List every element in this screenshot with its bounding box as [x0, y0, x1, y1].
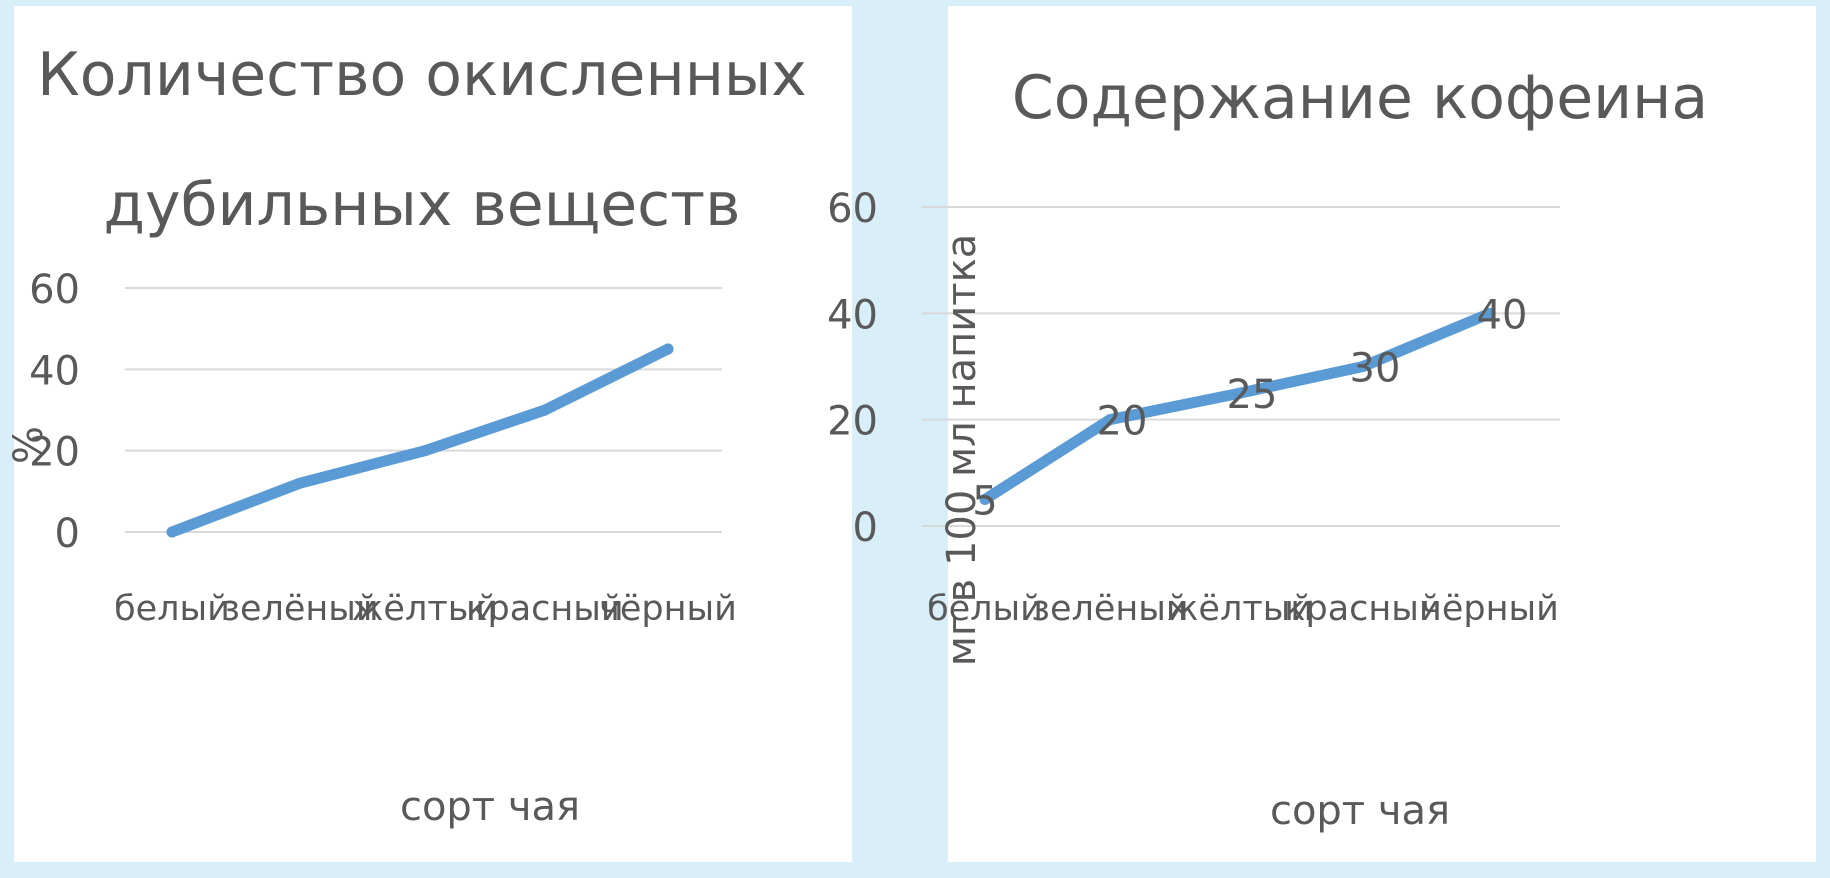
y-tick-label: 40	[827, 292, 878, 338]
y-tick-labels: 0 20 40 60	[29, 267, 80, 557]
y-tick-label: 0	[853, 505, 878, 551]
data-point	[166, 526, 178, 538]
data-point	[539, 404, 551, 416]
x-tick-label: чёрный	[1421, 589, 1559, 629]
data-point	[979, 493, 991, 505]
chart-caffeine-content: Содержание кофеина 0 20 40 60 белыйзелёныйж…	[827, 6, 1816, 862]
data-point	[1104, 414, 1116, 426]
y-axis-label: мг в 100 мл напитка	[939, 234, 985, 667]
x-tick-label: зелёный	[221, 589, 378, 629]
data-label: 30	[1350, 346, 1401, 392]
x-tick-label: зелёный	[1031, 589, 1188, 629]
data-label: 40	[1477, 292, 1528, 338]
data-label: 20	[1097, 399, 1148, 445]
y-tick-label: 20	[827, 399, 878, 445]
series-line	[166, 343, 674, 538]
data-point	[662, 343, 674, 355]
data-label: 5	[972, 478, 997, 524]
x-tick-label: жёлтый	[1167, 589, 1313, 629]
y-tick-label: 60	[29, 267, 80, 313]
data-point	[1484, 307, 1496, 319]
x-tick-label: белый	[927, 589, 1043, 629]
y-tick-label: 0	[55, 511, 80, 557]
chart-title: Количество окисленных дубильных веществ	[37, 40, 807, 240]
data-point	[294, 477, 306, 489]
y-tick-label: 20	[29, 430, 80, 476]
x-tick-label: жёлтый	[352, 589, 498, 629]
y-tick-labels: 0 20 40 60	[827, 186, 878, 551]
data-labels: 5 20 25 30 40	[972, 292, 1527, 524]
data-point	[1234, 387, 1246, 399]
grid-lines	[922, 206, 1560, 527]
x-axis-label: сорт чая	[1270, 788, 1450, 834]
data-label: 25	[1227, 372, 1278, 418]
x-axis-label: сорт чая	[400, 784, 580, 830]
series-line	[979, 307, 1496, 505]
chart-panel	[14, 6, 852, 862]
x-tick-label: чёрный	[599, 589, 737, 629]
x-tick-label: красный	[1284, 589, 1441, 629]
data-point	[419, 445, 431, 457]
y-axis-label: %	[6, 426, 52, 464]
chart-title: Содержание кофеина	[1012, 63, 1708, 133]
x-tick-label: красный	[466, 589, 623, 629]
data-point	[1357, 361, 1369, 372]
y-tick-label: 60	[827, 186, 878, 232]
chart-oxidized-tannins: Количество окисленных дубильных веществ …	[6, 6, 852, 862]
chart-title-line-2: дубильных веществ	[104, 170, 741, 240]
x-tick-label: белый	[114, 589, 230, 629]
chart-title-line-1: Количество окисленных	[37, 40, 807, 110]
y-tick-label: 40	[29, 348, 80, 394]
